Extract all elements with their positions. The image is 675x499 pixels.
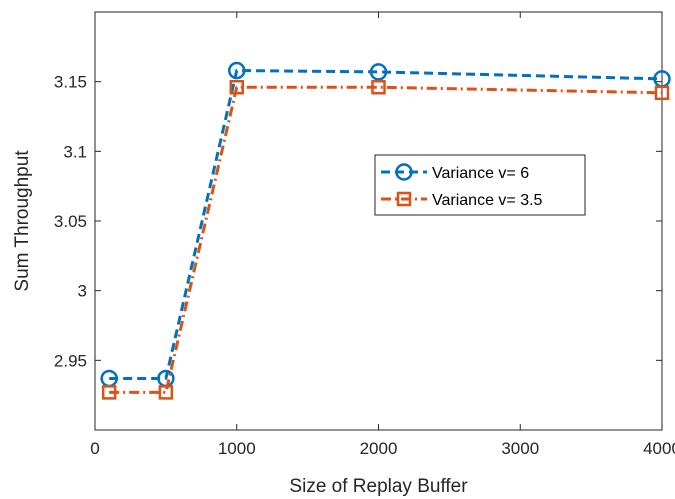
x-tick-label: 1000 (218, 439, 256, 458)
y-tick-label: 3.05 (54, 212, 87, 231)
series-line-1 (109, 69, 663, 380)
data-point-series-2 (371, 79, 386, 95)
legend-marker-2 (396, 191, 412, 207)
series-line-2 (109, 85, 663, 394)
axis-ticks (94, 12, 663, 430)
legend-label-2: Variance v= 3.5 (432, 192, 543, 209)
y-tick-label: 2.95 (54, 351, 87, 370)
data-point-series-1 (228, 61, 246, 80)
y-tick-label: 3.15 (54, 73, 87, 92)
axes-box (94, 11, 663, 431)
y-axis-label: Sum Throughput (12, 150, 33, 292)
plot-area (94, 11, 671, 431)
y-tick-label: 3 (78, 282, 87, 301)
tick-labels: 0 1000 2000 3000 4000 2.95 3 3.05 3.1 3.15 (54, 73, 675, 458)
legend-label-1: Variance v= 6 (432, 165, 529, 182)
data-point-series-1 (369, 63, 388, 81)
x-tick-label: 0 (90, 439, 99, 458)
x-tick-label: 2000 (360, 439, 398, 458)
data-point-series-2 (101, 385, 117, 400)
x-tick-label: 3000 (501, 439, 539, 458)
data-point-series-2 (229, 79, 244, 95)
x-tick-label: 4000 (643, 439, 675, 458)
data-point-series-2 (654, 85, 670, 101)
legend-marker-1 (395, 163, 413, 181)
y-tick-label: 3.1 (63, 142, 87, 161)
x-axis-label: Size of Replay Buffer (289, 476, 468, 497)
data-point-series-2 (158, 385, 174, 400)
legend: Variance v= 6 Variance v= 3.5 (374, 154, 586, 216)
